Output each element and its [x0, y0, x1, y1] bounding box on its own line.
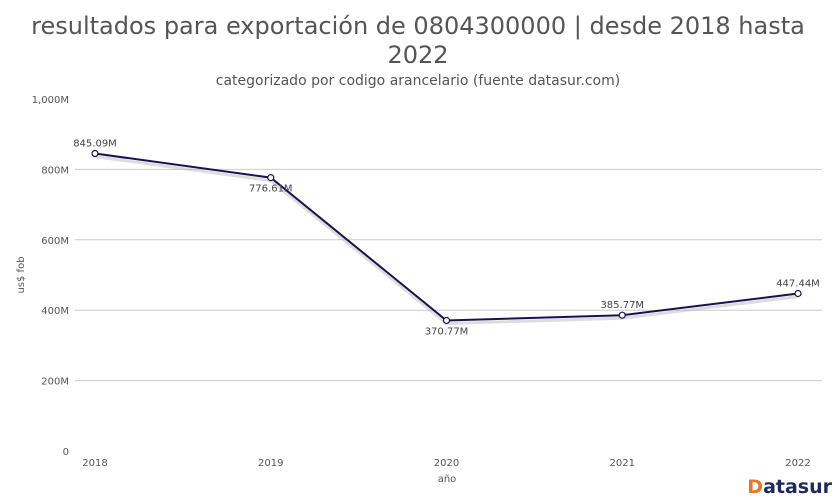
x-tick-label: 2021	[610, 458, 635, 469]
data-point[interactable]	[267, 174, 275, 182]
data-point[interactable]	[442, 316, 451, 325]
series-line	[94, 152, 799, 322]
x-tick-label: 2018	[82, 458, 107, 469]
data-label: 370.77M	[425, 326, 469, 337]
data-label: 385.77M	[600, 300, 644, 311]
data-label: 776.61M	[249, 184, 293, 195]
datasur-logo: Datasur	[747, 476, 832, 498]
x-axis-label: año	[438, 474, 457, 485]
data-point[interactable]	[618, 311, 626, 319]
y-tick-label: 1,000M	[32, 95, 69, 106]
y-tick-label: 200M	[41, 377, 69, 388]
data-point[interactable]	[91, 149, 99, 158]
y-tick-label: 400M	[41, 306, 69, 317]
data-label: 845.09M	[73, 139, 117, 150]
x-tick-label: 2022	[785, 458, 810, 469]
data-point[interactable]	[794, 289, 802, 298]
x-tick-label: 2020	[434, 458, 459, 469]
y-tick-label: 800M	[41, 165, 69, 176]
y-tick-label: 0	[63, 447, 69, 458]
y-axis-label: us$ fob	[16, 256, 27, 293]
chart-title: resultados para exportación de 080430000…	[31, 12, 805, 69]
logo-text: atasur	[763, 476, 832, 498]
data-label: 447.44M	[776, 279, 820, 290]
x-tick-label: 2019	[258, 458, 283, 469]
chart-subtitle: categorizado por codigo arancelario (fue…	[215, 73, 621, 89]
logo-letter: D	[747, 476, 764, 498]
y-tick-label: 600M	[41, 236, 69, 247]
